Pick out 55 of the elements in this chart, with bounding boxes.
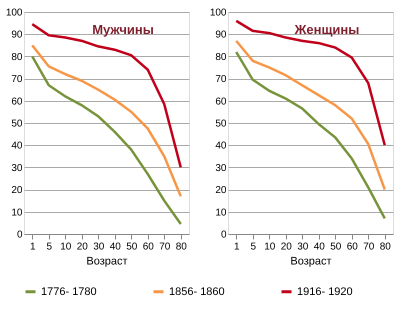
x-tick-label: 10 [264,242,276,252]
x-axis-title: Возраст [86,256,128,268]
x-tick-label: 40 [110,242,122,252]
line-series [31,55,182,226]
legend-label: 1776- 1780 [41,286,97,298]
y-tick-label: 10 [11,207,23,218]
y-tick-label: 20 [215,185,227,196]
y-tick-label: 20 [11,185,23,196]
x-tick-label: 1 [234,242,240,252]
y-tick-label: 70 [215,74,227,86]
x-tick-label: 40 [314,242,326,252]
y-tick-label: 60 [215,96,227,108]
x-tick-label: 50 [330,242,342,252]
x-tick-label: 20 [280,242,292,252]
y-tick-label: 80 [11,52,23,63]
y-tick-label: 100 [6,8,23,18]
y-tick-label: 0 [16,230,23,240]
legend-label: 1916- 1920 [297,286,353,298]
x-tick-label: 60 [142,242,154,252]
x-tick-label: 1 [30,242,36,252]
text: Женщины [294,22,360,37]
x-tick-label: 80 [380,242,392,252]
x-tick-label: 10 [60,242,72,252]
text: Мужчины [92,22,154,37]
y-tick-label: 90 [215,30,227,41]
y-tick-label: 60 [11,96,23,108]
y-tick-label: 30 [215,162,227,174]
line-series [235,20,386,146]
line-series [235,40,386,191]
y-tick-label: 50 [11,118,23,130]
y-tick-label: 0 [220,230,227,240]
y-tick-label: 80 [215,52,227,63]
x-tick-label: 5 [250,242,256,252]
x-tick-label: 30 [93,242,105,252]
y-tick-label: 40 [11,140,23,152]
line-series [31,22,182,169]
y-tick-label: 100 [210,8,227,18]
line-series [31,44,182,198]
x-tick-label: 20 [76,242,88,252]
x-tick-label: 50 [126,242,138,252]
line-series [235,50,386,220]
y-tick-label: 50 [215,118,227,130]
x-tick-label: 60 [346,242,358,252]
y-tick-label: 90 [11,30,23,41]
x-tick-label: 80 [176,242,188,252]
y-tick-label: 70 [11,74,23,86]
y-tick-label: 30 [11,162,23,174]
y-tick-label: 10 [215,207,227,218]
x-tick-label: 70 [363,242,375,252]
x-tick-label: 30 [297,242,309,252]
legend-label: 1856- 1860 [169,286,225,298]
x-tick-label: 5 [46,242,52,252]
y-tick-label: 40 [215,140,227,152]
x-axis-title: Возраст [290,256,332,268]
x-tick-label: 70 [159,242,171,252]
